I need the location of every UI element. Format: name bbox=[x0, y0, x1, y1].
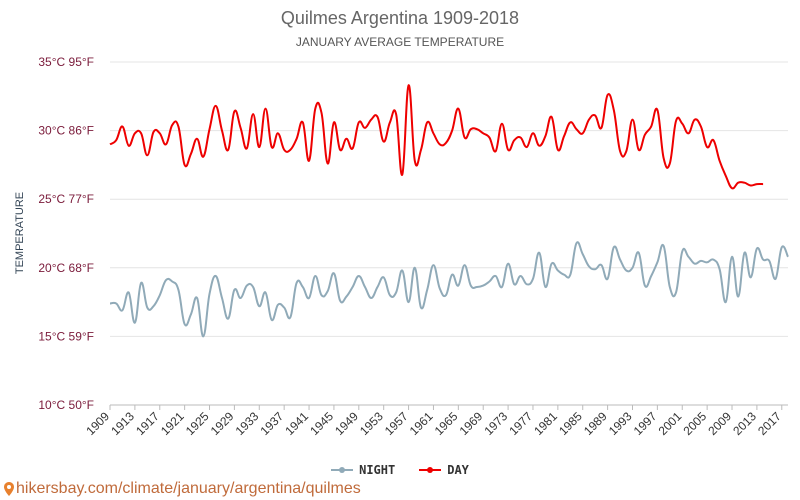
x-tick-label: 1909 bbox=[83, 409, 112, 438]
series-lines bbox=[109, 84, 789, 338]
chart-subtitle: JANUARY AVERAGE TEMPERATURE bbox=[295, 35, 505, 49]
y-tick-label: 35°C 95°F bbox=[38, 55, 94, 69]
y-tick-label: 20°C 68°F bbox=[38, 261, 94, 275]
x-tick-label: 1989 bbox=[581, 409, 610, 438]
x-tick-label: 1993 bbox=[606, 409, 635, 438]
x-tick-label: 1945 bbox=[307, 409, 336, 438]
y-tick-label: 30°C 86°F bbox=[38, 124, 94, 138]
legend-swatch-day bbox=[419, 466, 442, 474]
x-tick-label: 1949 bbox=[332, 409, 361, 438]
legend-item-night[interactable]: NIGHT bbox=[331, 463, 395, 477]
x-tick-label: 1977 bbox=[506, 409, 535, 438]
x-tick-labels: 1909191319171921192519291933193719411945… bbox=[83, 405, 784, 438]
x-tick-label: 2001 bbox=[656, 409, 685, 438]
source-link[interactable]: hikersbay.com/climate/january/argentina/… bbox=[4, 480, 361, 498]
series-line-night bbox=[109, 241, 789, 338]
series-night bbox=[109, 241, 789, 338]
x-tick-label: 1929 bbox=[208, 409, 237, 438]
y-tick-labels: 35°C 95°F 30°C 86°F 25°C 77°F 20°C 68°F 15°C… bbox=[38, 55, 94, 412]
x-tick-label: 1913 bbox=[108, 409, 137, 438]
legend-item-day[interactable]: DAY bbox=[419, 463, 469, 477]
series-day bbox=[109, 84, 764, 190]
legend-swatch-night bbox=[331, 466, 354, 474]
x-tick-label: 1969 bbox=[457, 409, 486, 438]
x-tick-label: 2005 bbox=[680, 409, 709, 438]
x-tick-label: 1937 bbox=[258, 409, 287, 438]
x-tick-label: 1961 bbox=[407, 409, 436, 438]
x-tick-label: 1933 bbox=[233, 409, 262, 438]
x-tick-label: 2013 bbox=[730, 409, 759, 438]
x-tick-label: 1965 bbox=[432, 409, 461, 438]
y-tick-label: 25°C 77°F bbox=[38, 192, 94, 206]
x-tick-label: 1917 bbox=[133, 409, 162, 438]
x-tick-label: 1997 bbox=[631, 409, 660, 438]
x-tick-label: 1921 bbox=[158, 409, 187, 438]
chart-title: Quilmes Argentina 1909-2018 bbox=[280, 8, 520, 28]
map-pin-icon bbox=[4, 482, 14, 496]
x-tick-label: 1957 bbox=[382, 409, 411, 438]
x-tick-label: 1925 bbox=[183, 409, 212, 438]
legend-label-night: NIGHT bbox=[359, 463, 396, 477]
legend-label-day: DAY bbox=[447, 463, 469, 477]
x-tick-label: 1985 bbox=[556, 409, 585, 438]
y-tick-label: 15°C 59°F bbox=[38, 329, 94, 343]
x-tick-label: 1941 bbox=[282, 409, 311, 438]
x-tick-label: 1953 bbox=[357, 409, 386, 438]
y-tick-label: 10°C 50°F bbox=[38, 398, 94, 412]
x-tick-label: 1973 bbox=[481, 409, 510, 438]
x-tick-label: 2009 bbox=[705, 409, 734, 438]
legend: NIGHT DAY bbox=[0, 463, 800, 477]
series-line-day bbox=[109, 84, 764, 190]
source-url: hikersbay.com/climate/january/argentina/… bbox=[16, 480, 361, 497]
x-tick-label: 1981 bbox=[531, 409, 560, 438]
x-tick-label: 2017 bbox=[755, 409, 784, 438]
